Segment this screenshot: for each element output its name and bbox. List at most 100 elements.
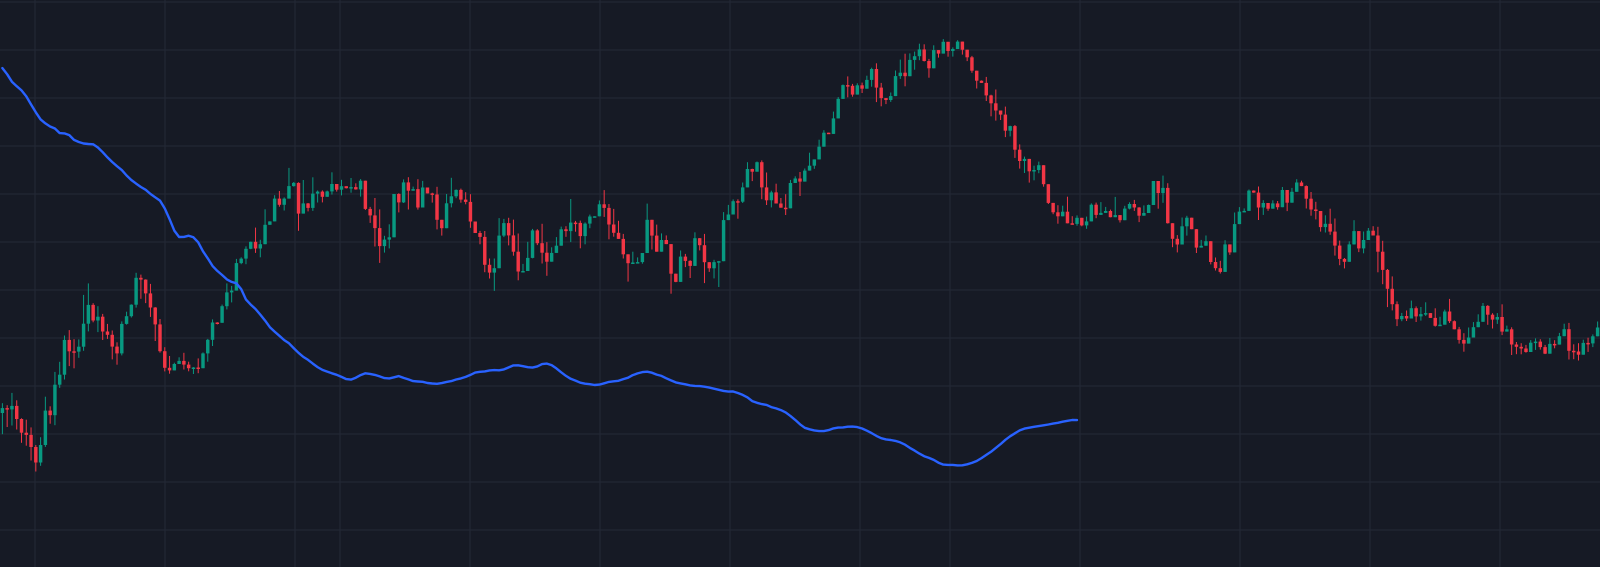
candle-body [478,233,482,237]
candle-body [1572,350,1576,353]
candle-body [473,221,477,233]
candle-up [1591,334,1595,348]
candle-body [855,85,860,95]
candle-down [473,221,477,233]
candle-body [1204,241,1208,246]
candle-up [889,92,893,102]
candle-down [1486,305,1490,325]
candle-up [0,403,5,435]
candle-body [1213,262,1218,269]
candle-body [960,41,965,50]
candle-body [387,237,391,240]
candle-body [1352,231,1356,245]
candle-body [277,198,282,205]
candle-body [239,258,243,264]
candle-body [922,49,926,61]
candle-body [38,445,43,463]
candle-body [301,203,306,214]
candle-down [707,262,711,272]
candle-body [459,189,463,200]
candle-body [1041,165,1046,185]
candle-down [1572,344,1576,360]
candle-down [1228,244,1232,255]
candle-body [1252,190,1256,193]
candle-body [511,235,516,252]
candle-body [1357,231,1361,249]
candle-down [879,82,883,107]
candle-body [683,256,688,261]
candle-up [1127,202,1132,210]
candle-body [1318,211,1323,228]
candle-body [1337,245,1342,259]
candle-down [1080,217,1084,227]
candle-down [545,242,549,276]
candle-body [569,222,573,232]
candle-body [621,238,626,255]
candle-up [521,263,525,273]
candle-body [736,201,740,203]
candle-body [530,230,535,258]
candle-down [779,198,783,208]
candle-body [774,192,778,204]
candle-down [478,230,482,245]
candle-down [440,219,444,236]
candle-body [1529,342,1533,352]
candle-body [163,351,167,368]
candle-body [1075,217,1079,224]
candle-body [564,229,568,232]
candle-up [1237,207,1242,225]
candle-down [1376,226,1380,273]
candle-up [287,167,291,199]
candle-up [1533,338,1538,350]
candle-down [34,445,38,472]
candle-body [726,214,731,221]
candle-up [1261,200,1266,215]
candle-down [750,168,754,182]
candle-body [678,256,683,282]
candle-body [1524,348,1528,352]
candle-up [38,437,43,466]
candle-body [463,199,468,202]
candle-up [86,283,91,332]
candle-body [1084,221,1089,226]
candle-body [1490,314,1495,320]
candle-up [244,246,248,265]
candle-up [1161,175,1165,203]
candle-down [368,206,372,223]
candle-body [626,254,630,264]
candle-body [1419,314,1423,317]
candle-body [1228,244,1232,253]
candle-body [43,410,48,445]
candle-body [143,279,148,294]
candle-body [406,182,411,191]
candle-body [783,207,788,210]
candle-down [483,231,487,273]
candle-body [1022,158,1027,161]
candle-body [573,222,578,225]
candle-down [139,274,143,299]
candle-down [430,192,434,203]
candle-down [1552,340,1557,349]
candle-body [468,201,473,222]
candle-body [874,69,879,88]
candle-up [1466,327,1471,344]
candle-down [688,260,692,278]
candle-body [712,262,716,269]
candle-down [994,89,998,121]
candle-up [869,67,874,87]
candle-down [654,224,659,252]
candle-down [965,49,969,62]
candle-body [81,323,86,347]
candle-body [282,198,286,205]
candle-down [463,192,468,205]
candle-body [258,244,263,249]
candle-body [487,264,492,273]
candle-up [559,226,563,246]
candle-body [592,216,597,218]
candle-up [492,258,497,291]
candle-up [1142,205,1146,216]
candle-body [134,277,138,305]
candle-body [1371,230,1375,236]
